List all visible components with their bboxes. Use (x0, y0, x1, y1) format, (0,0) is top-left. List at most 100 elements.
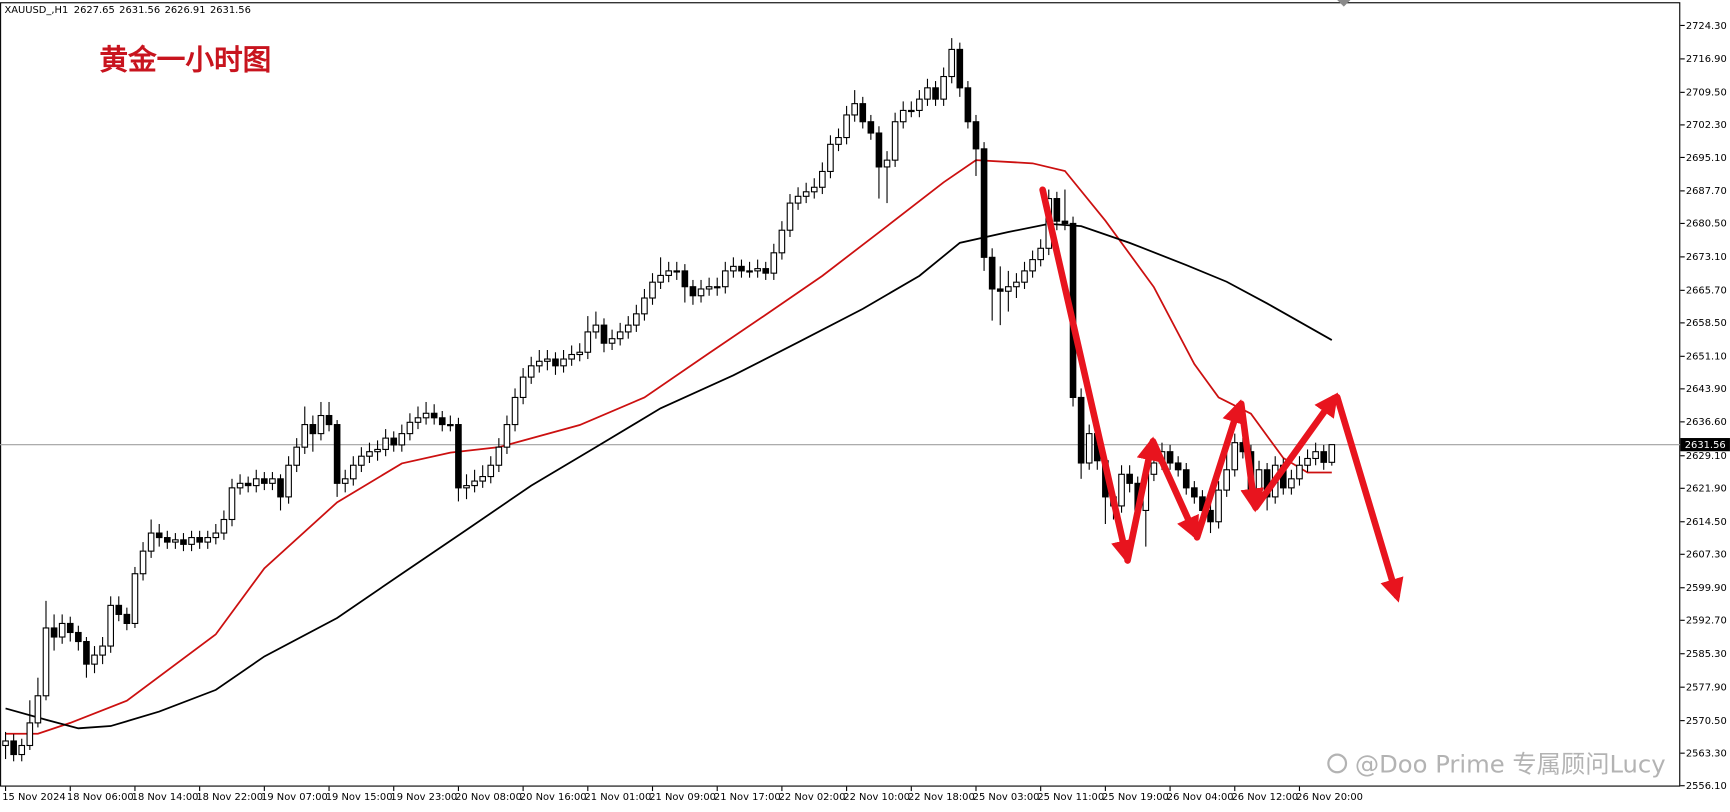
candle-body (972, 121, 980, 150)
candle-body (244, 482, 252, 487)
candle-body (633, 313, 640, 326)
x-tick-label: 21 Nov 01:00 (585, 792, 652, 803)
candle-body (1126, 473, 1133, 484)
candle-body (301, 424, 309, 448)
x-tick-label: 26 Nov 20:00 (1296, 792, 1363, 803)
x-tick-label: 25 Nov 03:00 (973, 792, 1040, 803)
candle-body (657, 274, 664, 283)
candle-body (730, 265, 737, 272)
header-close: 2631.56 (210, 5, 251, 16)
candle-body (212, 532, 220, 539)
candle-body (10, 740, 17, 756)
x-tick-label: 19 Nov 15:00 (326, 792, 393, 803)
candle-body (188, 537, 195, 545)
candle-body (333, 424, 341, 484)
y-tick-label: 2716.90 (1686, 54, 1727, 65)
candle-body (697, 288, 705, 297)
candle-body (673, 270, 681, 273)
candle-body (115, 604, 123, 615)
candle-body (390, 437, 398, 446)
candle-body (1223, 469, 1230, 491)
candle-body (487, 464, 495, 478)
candle-body (398, 433, 406, 446)
symbol: XAUUSD_,H1 (4, 5, 68, 16)
arrow (1252, 392, 1339, 511)
candle-body (802, 191, 810, 197)
candle-body (366, 451, 373, 457)
y-tick-label: 2651.10 (1686, 352, 1727, 363)
candle-body (794, 195, 802, 204)
candle-body (479, 476, 486, 482)
candle-body (770, 252, 778, 274)
chart-header: XAUUSD_,H1 2627.65 2631.56 2626.91 2631.56 (4, 5, 250, 16)
candle-body (83, 640, 90, 665)
candle-body (1005, 286, 1012, 292)
x-tick-label: 26 Nov 12:00 (1231, 792, 1298, 803)
watermark: @Doo Prime 专属顾问Lucy (1355, 749, 1666, 778)
candle-body (1013, 281, 1020, 288)
candle-body (899, 109, 907, 123)
candle-body (26, 722, 34, 747)
candle-body (819, 170, 826, 188)
candle-body (891, 121, 899, 161)
candle-body (867, 121, 875, 134)
candle-body (471, 480, 478, 487)
candle-body (956, 48, 964, 89)
y-tick-label: 2687.70 (1686, 186, 1727, 197)
candle-body (293, 446, 300, 466)
price-tag (1680, 438, 1730, 452)
candle-body (325, 414, 333, 426)
candle-body (34, 695, 42, 724)
candle-body (560, 358, 567, 367)
x-tick-label: 25 Nov 11:00 (1037, 792, 1104, 803)
candle-body (99, 645, 106, 656)
x-tick-label: 19 Nov 23:00 (390, 792, 457, 803)
candle-body (1118, 473, 1125, 507)
candle-body (576, 351, 584, 356)
plot-frame (0, 2, 1681, 787)
candle-body (916, 98, 923, 111)
x-tick-label: 20 Nov 16:00 (520, 792, 587, 803)
y-tick-label: 2577.90 (1686, 682, 1727, 693)
x-tick-label: 15 Nov 2024 (2, 792, 65, 803)
candle-body (220, 518, 228, 534)
candle-body (964, 87, 972, 123)
y-tick-label: 2629.10 (1686, 451, 1727, 462)
y-tick-label: 2702.30 (1686, 120, 1727, 131)
candle-body (261, 478, 268, 484)
candle-body (1077, 396, 1085, 464)
candle-body (924, 87, 931, 100)
candle-body (980, 148, 988, 258)
candle-body (269, 478, 276, 484)
arrow (1193, 399, 1246, 541)
candle-body (778, 229, 786, 254)
candle-body (430, 412, 438, 419)
candle-body (406, 421, 414, 435)
candle-body (851, 103, 858, 116)
y-tick-label: 2724.30 (1686, 21, 1727, 32)
candle-body (503, 424, 511, 448)
candle-body (455, 424, 462, 489)
candle-body (1304, 457, 1311, 466)
candle-body (204, 537, 212, 543)
candle-body (358, 455, 365, 466)
candle-body (131, 573, 139, 625)
candle-body (196, 537, 203, 543)
candle-body (649, 281, 656, 299)
candle-body (1255, 469, 1263, 493)
candle-body (163, 537, 171, 543)
moving-average (5, 159, 1332, 735)
candle-body (317, 414, 325, 435)
y-tick-label: 2673.10 (1686, 252, 1727, 263)
candle-body (155, 532, 163, 539)
candle-body (107, 604, 114, 647)
candle-body (277, 478, 284, 498)
candle-body (746, 270, 753, 273)
x-tick-label: 22 Nov 18:00 (908, 792, 975, 803)
candle-body (252, 478, 260, 487)
candle-body (139, 550, 147, 575)
candle-body (349, 464, 357, 480)
candle-body (1288, 478, 1295, 489)
candle-body (422, 412, 430, 419)
x-tick-label: 20 Nov 08:00 (455, 792, 522, 803)
